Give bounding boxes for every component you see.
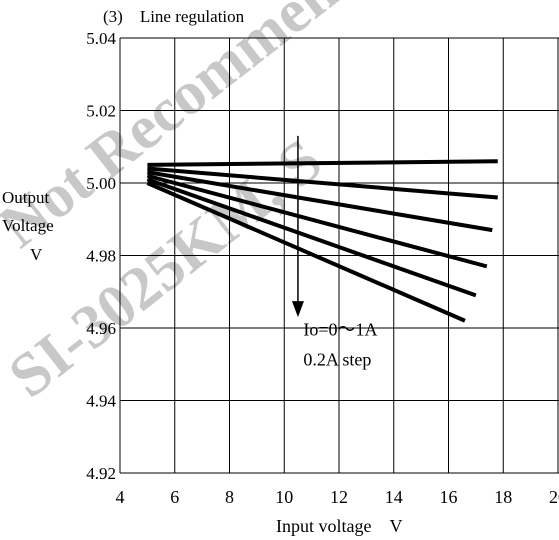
x-tick-label: 12 bbox=[330, 487, 348, 507]
x-tick-label: 10 bbox=[275, 487, 293, 507]
series-line bbox=[146, 177, 477, 298]
y-axis-label-line-3: V bbox=[30, 245, 43, 264]
annotation-text: 0.2A step bbox=[303, 349, 371, 369]
x-tick-label: 14 bbox=[385, 487, 403, 507]
y-tick-label: 5.02 bbox=[86, 102, 116, 121]
y-tick-label: 4.96 bbox=[86, 319, 116, 338]
y-tick-label: 4.98 bbox=[86, 247, 116, 266]
annotation: Io=0～1A 0.2A step bbox=[303, 319, 377, 369]
series-line bbox=[146, 173, 488, 269]
y-tick-label: 5.00 bbox=[86, 174, 116, 193]
series-line bbox=[147, 166, 498, 200]
direction-arrow-head bbox=[291, 301, 304, 318]
series-line bbox=[146, 181, 466, 323]
x-tick-label: 4 bbox=[116, 487, 125, 507]
x-tick-label: 20 bbox=[549, 487, 559, 507]
x-axis-label: Input voltage V bbox=[276, 516, 402, 536]
tick-labels: 4 6 8 10 12 14 16 18 20 4.92 4.94 4.96 4.98 5.00 5.02 5… bbox=[86, 29, 559, 507]
y-tick-label: 5.04 bbox=[86, 29, 116, 48]
x-tick-label: 18 bbox=[494, 487, 512, 507]
x-tick-label: 8 bbox=[225, 487, 234, 507]
y-tick-label: 4.94 bbox=[86, 392, 116, 411]
annotation-text: Io=0～1A bbox=[303, 319, 377, 339]
series-lines bbox=[146, 135, 498, 323]
x-tick-label: 6 bbox=[170, 487, 179, 507]
series-line bbox=[147, 159, 498, 167]
chart-title: (3) Line regulation bbox=[103, 7, 245, 26]
y-axis-label-line-2: Voltage bbox=[2, 216, 54, 235]
series-line bbox=[147, 170, 493, 233]
y-axis-label-line-1: Output bbox=[2, 188, 50, 207]
x-tick-label: 16 bbox=[440, 487, 458, 507]
y-tick-label: 4.92 bbox=[86, 464, 116, 483]
